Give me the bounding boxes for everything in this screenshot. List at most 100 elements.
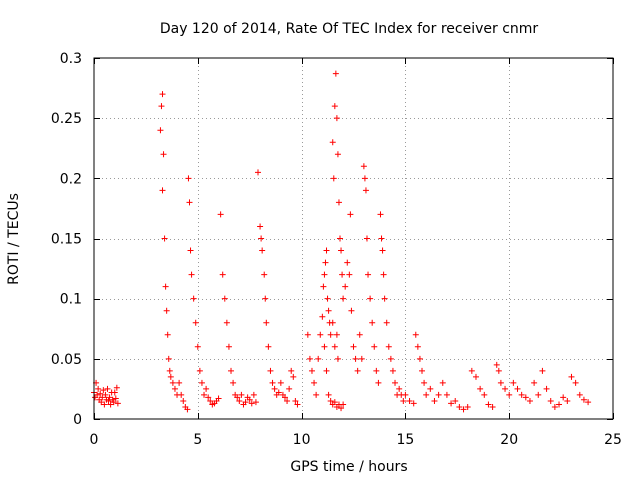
- data-point: [352, 355, 359, 362]
- data-point: [101, 401, 108, 408]
- data-point: [431, 397, 438, 404]
- data-point: [97, 390, 104, 397]
- data-point: [371, 343, 378, 350]
- data-point: [308, 367, 315, 374]
- data-point: [159, 91, 166, 98]
- data-point: [526, 397, 533, 404]
- data-point: [102, 391, 109, 398]
- data-point: [585, 399, 592, 406]
- data-point: [338, 247, 345, 254]
- data-point: [497, 379, 504, 386]
- data-point: [163, 307, 170, 314]
- data-point: [346, 271, 353, 278]
- data-point: [551, 403, 558, 410]
- x-tick-label: 10: [293, 432, 311, 448]
- data-point: [221, 295, 228, 302]
- data-point: [339, 271, 346, 278]
- data-point: [248, 400, 255, 407]
- data-point: [556, 401, 563, 408]
- data-point: [275, 389, 282, 396]
- data-point: [106, 394, 113, 401]
- data-point: [325, 391, 332, 398]
- data-point: [161, 235, 168, 242]
- tick-labels: 0 0.05 0.1 0.15 0.2 0.25 0.3 0 5 10 15 20 25: [51, 51, 622, 448]
- data-point: [306, 355, 313, 362]
- data-point: [358, 355, 365, 362]
- data-point: [344, 259, 351, 266]
- data-point: [502, 385, 509, 392]
- data-point: [186, 199, 193, 206]
- data-point: [242, 399, 249, 406]
- data-point: [329, 319, 336, 326]
- data-point: [334, 355, 341, 362]
- data-point: [356, 331, 363, 338]
- data-point: [472, 373, 479, 380]
- data-point: [327, 397, 334, 404]
- data-point: [495, 367, 502, 374]
- data-point: [539, 367, 546, 374]
- data-point: [333, 115, 340, 122]
- data-point: [176, 379, 183, 386]
- data-point: [375, 379, 382, 386]
- data-point: [317, 331, 324, 338]
- data-point: [180, 397, 187, 404]
- data-point: [522, 394, 529, 401]
- data-point: [184, 406, 191, 413]
- data-point: [258, 235, 265, 242]
- y-tick-label: 0.1: [60, 292, 82, 308]
- data-point: [568, 373, 575, 380]
- data-point: [158, 103, 165, 110]
- data-point: [367, 295, 374, 302]
- data-point: [165, 355, 172, 362]
- data-point: [340, 295, 347, 302]
- data-point: [572, 379, 579, 386]
- data-points: [91, 70, 592, 413]
- x-tick-label: 20: [500, 432, 518, 448]
- data-point: [201, 391, 208, 398]
- data-point: [406, 397, 413, 404]
- data-point: [99, 394, 106, 401]
- data-point: [381, 295, 388, 302]
- data-point: [259, 247, 266, 254]
- data-point: [113, 384, 120, 391]
- data-point: [348, 307, 355, 314]
- data-point: [105, 397, 112, 404]
- y-tick-label: 0.2: [60, 171, 82, 187]
- data-point: [225, 343, 232, 350]
- x-tick-label: 0: [90, 432, 99, 448]
- data-point: [234, 394, 241, 401]
- data-point: [416, 355, 423, 362]
- data-point: [379, 247, 386, 254]
- data-point: [414, 343, 421, 350]
- chart-title: Day 120 of 2014, Rate Of TEC Index for r…: [160, 21, 539, 37]
- x-tick-label: 15: [396, 432, 414, 448]
- data-point: [335, 199, 342, 206]
- y-tick-label: 0.15: [51, 232, 82, 248]
- data-point: [363, 235, 370, 242]
- y-tick-label: 0.25: [51, 111, 82, 127]
- data-point: [331, 399, 338, 406]
- data-point: [277, 379, 284, 386]
- data-point: [112, 395, 119, 402]
- data-point: [169, 379, 176, 386]
- data-point: [215, 395, 222, 402]
- x-tick-label: 5: [193, 432, 202, 448]
- data-point: [261, 271, 268, 278]
- data-point: [162, 283, 169, 290]
- data-point: [104, 385, 111, 392]
- data-point: [493, 361, 500, 368]
- data-point: [378, 235, 385, 242]
- data-point: [560, 394, 567, 401]
- data-point: [337, 235, 344, 242]
- data-point: [323, 367, 330, 374]
- data-point: [178, 391, 185, 398]
- data-point: [271, 385, 278, 392]
- data-point: [427, 385, 434, 392]
- data-point: [332, 70, 339, 77]
- data-point: [219, 271, 226, 278]
- data-point: [319, 313, 326, 320]
- data-point: [323, 247, 330, 254]
- data-point: [107, 401, 114, 408]
- data-point: [185, 175, 192, 182]
